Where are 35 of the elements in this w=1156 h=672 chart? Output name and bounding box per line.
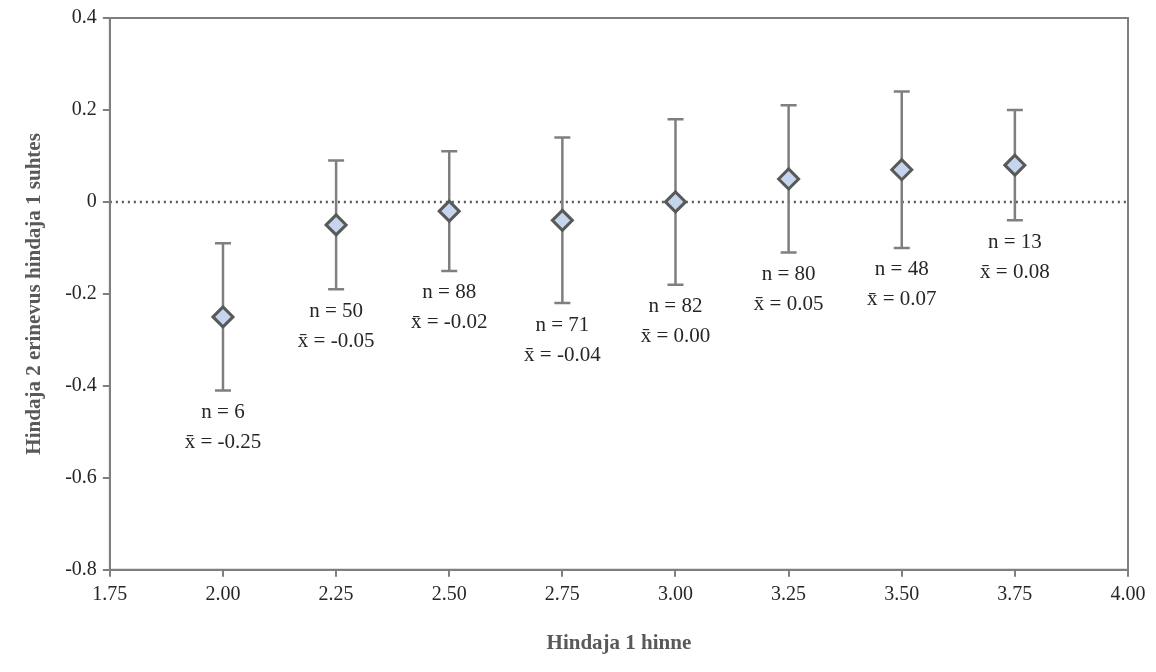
point [437,199,461,223]
point [550,208,574,232]
x-tick-label: 2.25 [318,582,354,605]
y-tick-label: -0.2 [65,281,97,304]
point [663,190,687,214]
x-tick-label: 2.00 [205,582,241,605]
y-tick-label: -0.8 [65,557,97,580]
y-tick-label: -0.6 [65,465,97,488]
point [890,158,914,182]
point [211,305,235,329]
point [324,213,348,237]
y-tick-label: -0.4 [65,373,97,396]
x-tick-label: 3.25 [771,582,807,605]
x-tick-label: 3.50 [884,582,920,605]
y-tick-label: 0.4 [71,5,97,28]
annotation: n = 50 x̄ = -0.05 [297,297,375,352]
annotation: n = 80 x̄ = 0.05 [753,261,824,316]
y-tick-label: 0 [86,189,97,212]
x-tick-label: 3.75 [997,582,1033,605]
annotation: n = 71 x̄ = -0.04 [524,311,602,366]
annotation: n = 6 x̄ = -0.25 [184,398,262,453]
annotation: n = 82 x̄ = 0.00 [640,293,711,348]
annotation: n = 88 x̄ = -0.02 [410,279,488,334]
y-axis-title: Hindaja 2 erinevus hindaja 1 suhtes [21,133,46,455]
x-tick-label: 1.75 [92,582,128,605]
x-tick-label: 4.00 [1110,582,1146,605]
y-tick-label: 0.2 [71,97,97,120]
x-tick-label: 2.75 [544,582,580,605]
x-tick-label: 2.50 [431,582,467,605]
point [777,167,801,191]
point [1003,153,1027,177]
annotation: n = 13 x̄ = 0.08 [980,228,1050,283]
x-tick-label: 3.00 [657,582,693,605]
annotation: n = 48 x̄ = 0.07 [866,256,937,311]
x-axis-title: Hindaja 1 hinne [546,629,692,654]
